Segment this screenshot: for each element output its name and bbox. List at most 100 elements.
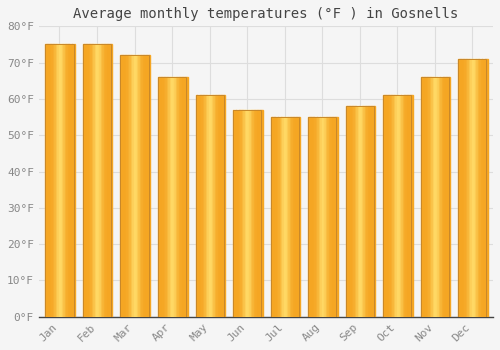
Bar [436,77,437,317]
Bar [198,95,200,317]
Bar [335,117,336,317]
Bar [70,44,72,317]
Bar [196,95,224,317]
Bar [352,106,353,317]
Bar [250,110,251,317]
Bar [467,59,468,317]
Bar [478,59,479,317]
Bar [398,95,400,317]
Bar [421,77,449,317]
Bar [440,77,442,317]
Bar [166,77,167,317]
Bar [46,44,74,317]
Bar [238,110,239,317]
Bar [131,55,132,317]
Bar [196,95,197,317]
Bar [407,95,408,317]
Bar [239,110,240,317]
Bar [246,110,248,317]
Bar [54,44,56,317]
Bar [50,44,51,317]
Bar [252,110,254,317]
Bar [257,110,258,317]
Bar [463,59,464,317]
Bar [365,106,366,317]
Bar [308,117,336,317]
Bar [186,77,188,317]
Bar [96,44,98,317]
Bar [401,95,402,317]
Bar [402,95,404,317]
Bar [57,44,58,317]
Bar [204,95,206,317]
Bar [442,77,443,317]
Bar [110,44,111,317]
Bar [95,44,96,317]
Bar [482,59,484,317]
Bar [292,117,293,317]
Bar [66,44,68,317]
Bar [100,44,102,317]
Bar [270,117,272,317]
Bar [280,117,281,317]
Bar [394,95,395,317]
Bar [486,59,488,317]
Bar [346,106,374,317]
Bar [347,106,348,317]
Bar [389,95,390,317]
Bar [126,55,128,317]
Bar [356,106,358,317]
Bar [293,117,294,317]
Bar [60,44,62,317]
Bar [90,44,92,317]
Bar [106,44,108,317]
Bar [334,117,335,317]
Bar [274,117,275,317]
Bar [124,55,125,317]
Bar [233,110,234,317]
Bar [58,44,60,317]
Bar [384,95,386,317]
Bar [182,77,183,317]
Bar [46,44,74,317]
Bar [428,77,430,317]
Bar [161,77,162,317]
Bar [48,44,50,317]
Bar [412,95,413,317]
Bar [158,77,160,317]
Bar [74,44,75,317]
Bar [234,110,236,317]
Bar [314,117,316,317]
Bar [323,117,324,317]
Bar [392,95,394,317]
Bar [458,59,460,317]
Bar [434,77,436,317]
Bar [64,44,66,317]
Bar [178,77,180,317]
Bar [102,44,104,317]
Bar [99,44,100,317]
Bar [383,95,412,317]
Bar [128,55,130,317]
Bar [173,77,174,317]
Bar [353,106,354,317]
Bar [446,77,448,317]
Bar [460,59,461,317]
Bar [372,106,374,317]
Bar [84,44,86,317]
Bar [308,117,336,317]
Bar [464,59,466,317]
Bar [466,59,467,317]
Bar [328,117,329,317]
Bar [62,44,63,317]
Bar [130,55,131,317]
Bar [120,55,148,317]
Bar [83,44,111,317]
Bar [63,44,64,317]
Bar [431,77,432,317]
Bar [296,117,297,317]
Bar [141,55,142,317]
Bar [140,55,141,317]
Bar [104,44,105,317]
Bar [180,77,182,317]
